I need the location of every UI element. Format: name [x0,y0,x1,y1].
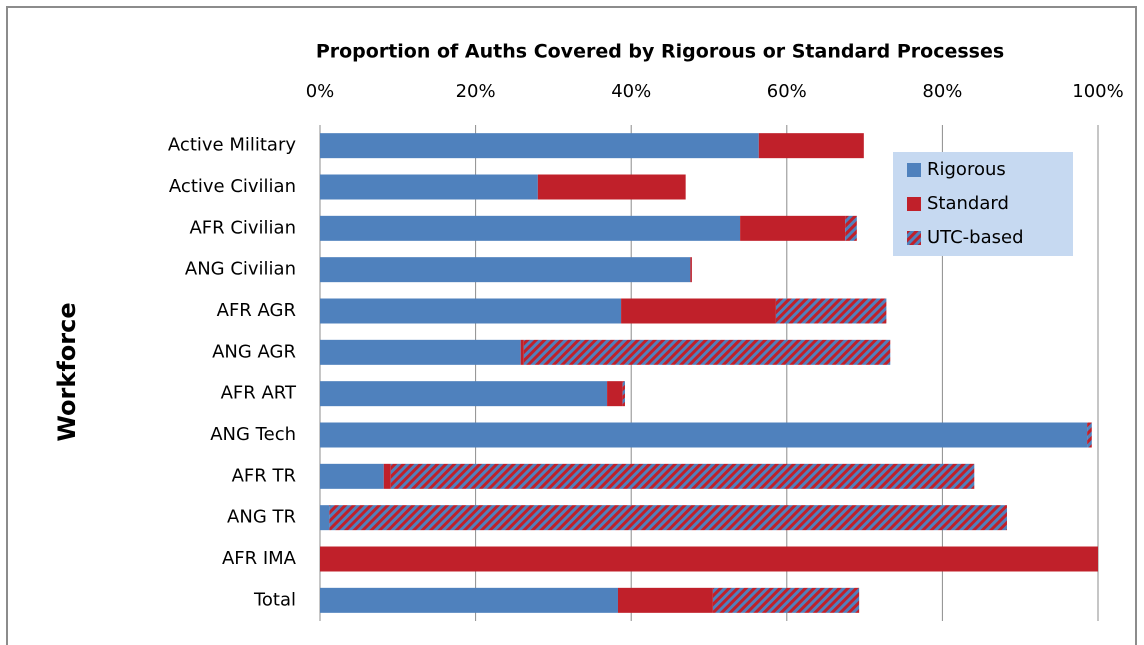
bar-segment [712,587,860,613]
bar-segment [320,215,741,241]
bar-segment [320,463,384,489]
y-tick-label: ANG AGR [212,341,296,362]
bar-segment [607,381,623,407]
bar-segment [329,505,1007,531]
y-tick-label: AFR Civilian [189,217,296,238]
y-tick-label: AFR ART [221,383,297,404]
bar-segment [383,463,391,489]
y-tick-label: Total [253,589,296,610]
x-tick-label: 40% [611,81,651,102]
legend-swatch [907,197,921,211]
x-tick-label: 20% [456,81,496,102]
bar-segment [320,174,538,200]
y-tick-label: ANG Civilian [185,259,296,280]
bar-segment [320,257,691,283]
bar-segment [622,381,625,407]
y-tick-label: AFR TR [232,465,296,486]
frame [6,6,1137,645]
bar-segment [537,174,686,200]
x-tick-label: 100% [1072,81,1123,102]
bar-segment [520,339,524,365]
bar-segment [1087,422,1092,448]
y-axis-label: Workforce [53,302,81,441]
x-tick-label: 60% [767,81,807,102]
y-tick-label: ANG TR [227,507,296,528]
bar-segment [740,215,846,241]
bar-segment [621,298,776,324]
bar-segment [523,339,891,365]
chart-title: Proportion of Auths Covered by Rigorous … [316,41,1004,63]
bar-segment [390,463,975,489]
legend-box [893,152,1073,256]
bar-segment [320,133,759,159]
y-tick-label: Active Military [168,135,296,156]
bar-segment [320,381,608,407]
y-tick-label: ANG Tech [210,424,296,445]
bar-segment [320,546,1098,572]
y-tick-label: AFR AGR [217,300,296,321]
legend-label: Rigorous [927,159,1006,180]
bar-segment [320,339,521,365]
legend-swatch [907,163,921,177]
bar-segment [320,587,618,613]
y-tick-label: AFR IMA [222,548,297,569]
bar-segment [320,422,1088,448]
bar-segment [758,133,864,159]
bar-segment [775,298,887,324]
legend-label: Standard [927,193,1009,214]
x-tick-label: 80% [922,81,962,102]
bar-segment [690,257,692,283]
bar-segment [320,505,330,531]
legend-label: UTC-based [927,227,1024,248]
x-tick-label: 0% [306,81,335,102]
bar-segment [617,587,713,613]
y-tick-label: Active Civilian [169,176,296,197]
bar-segment [320,298,622,324]
bar-segment [845,215,857,241]
legend-swatch [907,231,921,245]
